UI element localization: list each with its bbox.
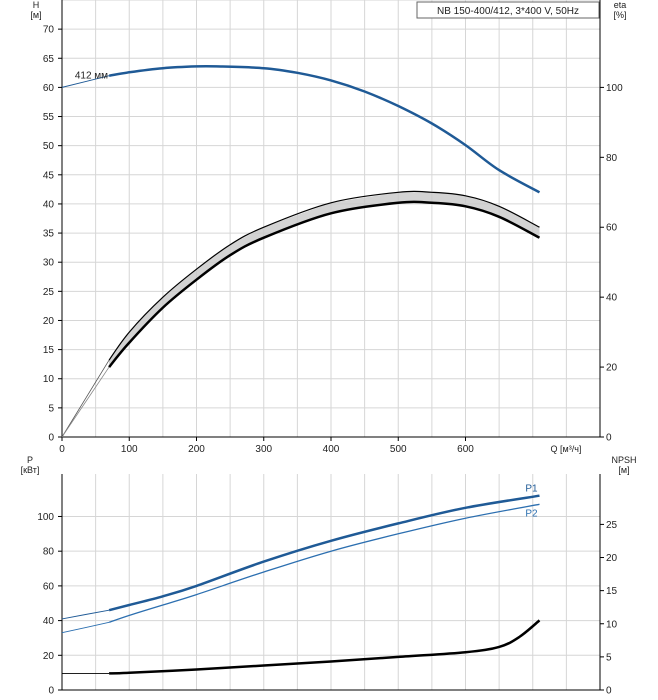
eta-max-extension [61, 359, 110, 438]
y-tick-label: 30 [43, 258, 55, 269]
y-tick-label: 70 [43, 25, 55, 36]
y-tick-label: 65 [43, 54, 55, 65]
eta-axis-label: eta [%] [613, 0, 626, 20]
y-tick-label: 80 [43, 547, 55, 558]
y-tick-label: 20 [43, 651, 55, 662]
y-tick-label: 45 [43, 170, 55, 181]
x-tick-label: 100 [121, 444, 138, 455]
y-right-tick-label: 20 [606, 553, 618, 564]
efficiency-band [109, 192, 540, 368]
p1-series-label: P1 [525, 484, 538, 495]
x-tick-label: 300 [255, 444, 272, 455]
y-right-tick-label: 40 [606, 293, 618, 304]
p2-curve-extension [61, 621, 110, 634]
q-axis-label: Q [м³/ч] [551, 444, 582, 454]
y-right-tick-label: 20 [606, 363, 618, 374]
grid-bottom [61, 474, 600, 691]
x-tick-label: 600 [457, 444, 474, 455]
axes-top: 0 5 10 15 20 25 30 35 40 45 50 55 60 65 70 0 20 40 60 80 100… [43, 0, 623, 455]
y-tick-label: 15 [43, 345, 55, 356]
head-efficiency-panel: 0 5 10 15 20 25 30 35 40 45 50 55 60 65 70 0 20 40 60 80 100… [30, 0, 627, 455]
y-right-tick-label: 10 [606, 619, 618, 630]
y-tick-label: 20 [43, 316, 55, 327]
y-tick-label: 55 [43, 112, 55, 123]
p2-series-label: P2 [525, 508, 538, 519]
h-curve-extension [61, 75, 110, 88]
y-tick-label: 60 [43, 83, 55, 94]
power-npsh-panel: 0 20 40 60 80 100 0 5 10 15 20 25 P1 P2 P [кВт] NPSH[… [21, 455, 637, 697]
eta-max-curve [108, 190, 540, 361]
y-tick-label: 0 [48, 686, 54, 697]
y-tick-label: 40 [43, 199, 55, 210]
y-tick-label: 10 [43, 374, 55, 385]
eta-extension [61, 366, 110, 438]
x-tick-label: 500 [390, 444, 407, 455]
axes-bottom: 0 20 40 60 80 100 0 5 10 15 20 25 [37, 474, 618, 697]
y-tick-label: 25 [43, 287, 55, 298]
y-tick-label: 40 [43, 616, 55, 627]
series-top [61, 64, 541, 438]
y-right-tick-label: 100 [606, 83, 623, 94]
title-legend: NB 150-400/412, 3*400 V, 50Hz [416, 1, 600, 19]
p1-curve [108, 494, 540, 612]
p1-curve-extension [61, 609, 110, 620]
y-tick-label: 50 [43, 141, 55, 152]
y-right-tick-label: 60 [606, 223, 618, 234]
npsh-curve [109, 619, 541, 675]
y-right-tick-label: 0 [606, 433, 612, 444]
chart-title: NB 150-400/412, 3*400 V, 50Hz [437, 6, 579, 17]
y-tick-label: 5 [48, 403, 54, 414]
title-box [416, 1, 600, 19]
y-right-tick-label: 25 [606, 520, 618, 531]
eta-curve [108, 200, 541, 368]
y-tick-label: 60 [43, 581, 55, 592]
y-tick-label: 0 [48, 433, 54, 444]
y-tick-label: 100 [37, 512, 54, 523]
y-right-tick-label: 5 [606, 652, 612, 663]
p-axis-label: P [кВт] [21, 455, 40, 475]
series-bottom: P1 P2 [61, 484, 541, 675]
x-tick-label: 0 [59, 444, 65, 455]
x-tick-label: 400 [323, 444, 340, 455]
y-tick-label: 35 [43, 229, 55, 240]
h-curve [108, 64, 541, 194]
curve-annotation: 412 мм [75, 71, 108, 82]
y-right-tick-label: 0 [606, 686, 612, 697]
h-axis-label: H [м] [30, 0, 41, 20]
y-right-tick-label: 80 [606, 153, 618, 164]
npsh-axis-label: NPSH [м] [611, 455, 636, 475]
y-right-tick-label: 15 [606, 586, 618, 597]
x-tick-label: 200 [188, 444, 205, 455]
p2-curve [108, 503, 540, 623]
